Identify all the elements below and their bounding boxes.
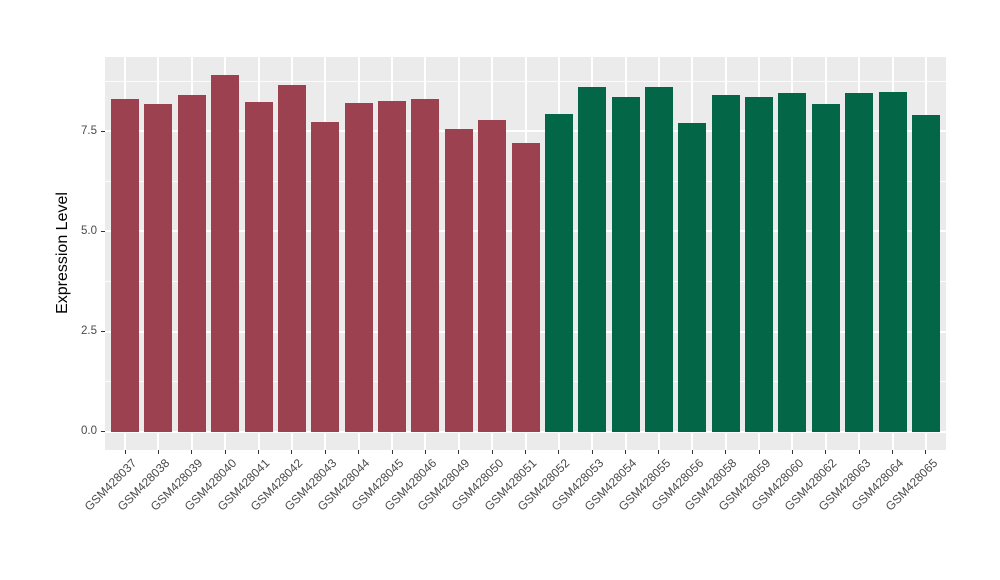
bar-GSM428053 bbox=[578, 86, 607, 432]
x-tick-mark bbox=[558, 450, 560, 454]
x-tick-mark bbox=[424, 450, 426, 454]
bar-GSM428052 bbox=[544, 113, 573, 432]
x-tick-mark bbox=[491, 450, 493, 454]
bar-GSM428062 bbox=[811, 103, 840, 432]
bar-GSM428043 bbox=[311, 122, 340, 432]
x-tick-mark bbox=[658, 450, 660, 454]
x-tick-mark bbox=[458, 450, 460, 454]
x-tick-mark bbox=[858, 450, 860, 454]
bar-GSM428038 bbox=[144, 103, 173, 432]
bar-GSM428049 bbox=[444, 128, 473, 432]
bar-GSM428039 bbox=[177, 94, 206, 432]
y-tick-label: 2.5 bbox=[81, 325, 97, 338]
y-tick-label: 0.0 bbox=[81, 425, 97, 438]
bar-GSM428046 bbox=[411, 99, 440, 432]
x-tick-mark bbox=[825, 450, 827, 454]
bar-GSM428050 bbox=[478, 119, 507, 432]
x-tick-mark bbox=[391, 450, 393, 454]
bar-GSM428051 bbox=[511, 142, 540, 432]
y-tick-mark bbox=[101, 230, 105, 232]
x-tick-mark bbox=[758, 450, 760, 454]
y-axis-title: Expression Level bbox=[54, 192, 71, 314]
y-tick-label: 5.0 bbox=[81, 224, 97, 237]
x-tick-mark bbox=[224, 450, 226, 454]
bar-GSM428059 bbox=[745, 97, 774, 432]
x-tick-mark bbox=[725, 450, 727, 454]
x-tick-mark bbox=[358, 450, 360, 454]
x-tick-mark bbox=[625, 450, 627, 454]
bar-GSM428054 bbox=[611, 96, 640, 432]
x-tick-mark bbox=[324, 450, 326, 454]
x-tick-mark bbox=[124, 450, 126, 454]
x-tick-mark bbox=[892, 450, 894, 454]
x-tick-mark bbox=[691, 450, 693, 454]
bar-GSM428055 bbox=[644, 86, 673, 432]
bar-GSM428056 bbox=[678, 122, 707, 432]
x-tick-mark bbox=[525, 450, 526, 454]
x-tick-mark bbox=[791, 450, 793, 454]
bar-GSM428040 bbox=[211, 74, 240, 432]
y-tick-mark bbox=[101, 331, 105, 333]
bar-GSM428041 bbox=[244, 101, 273, 432]
x-tick-mark bbox=[258, 450, 260, 454]
x-tick-mark bbox=[157, 450, 159, 454]
bar-GSM428042 bbox=[277, 84, 306, 432]
bar-GSM428044 bbox=[344, 103, 373, 432]
x-tick-mark bbox=[291, 450, 293, 454]
y-tick-mark bbox=[101, 130, 105, 132]
x-tick-mark bbox=[191, 450, 193, 454]
bar-GSM428058 bbox=[711, 95, 740, 432]
x-tick-mark bbox=[591, 450, 593, 454]
y-tick-mark bbox=[101, 431, 105, 433]
bar-GSM428065 bbox=[911, 114, 940, 432]
bar-GSM428060 bbox=[778, 92, 807, 432]
bar-GSM428063 bbox=[845, 93, 874, 432]
x-tick-mark bbox=[925, 450, 927, 454]
bar-GSM428064 bbox=[878, 91, 907, 432]
y-tick-label: 7.5 bbox=[81, 124, 97, 137]
bar-GSM428045 bbox=[378, 100, 406, 432]
bar-GSM428037 bbox=[111, 98, 140, 432]
